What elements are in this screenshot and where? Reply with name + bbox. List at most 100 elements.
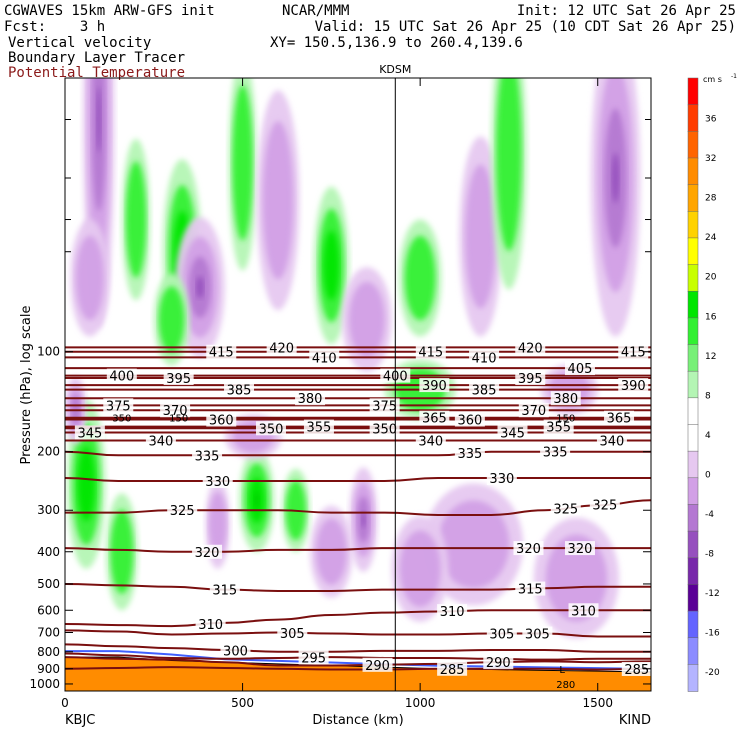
x-tick-label: 0 xyxy=(61,696,69,710)
isentrope-label-bg xyxy=(469,382,500,397)
vv-blob-0 xyxy=(96,86,102,153)
isentrope-label-bg xyxy=(163,371,194,386)
potential-temperature-isentropes xyxy=(65,346,651,671)
isentrope-label-bg xyxy=(192,544,223,559)
isentrope-label-415: 415 xyxy=(418,346,443,361)
isentrope-label-325: 325 xyxy=(592,499,617,514)
colorbar-label: 32 xyxy=(705,154,716,164)
y-tick-label: 500 xyxy=(37,577,60,591)
isentrope-label-345: 345 xyxy=(77,426,102,441)
isentrope-label-385: 385 xyxy=(472,384,497,399)
isentrope-label-bg xyxy=(415,433,446,448)
field-label-vertical-velocity: Vertical velocity xyxy=(8,35,152,51)
header-valid-time: Valid: 15 UTC Sat 26 Apr 25 (10 CDT Sat … xyxy=(314,19,736,35)
isentrope-label-360: 360 xyxy=(457,414,482,429)
isentrope-label-410: 410 xyxy=(312,351,337,366)
isentrope-label-bg xyxy=(74,425,105,440)
header-center: NCAR/MMM xyxy=(282,3,350,19)
isentrope-label-375: 375 xyxy=(106,399,131,414)
colorbar-label: 28 xyxy=(705,194,717,204)
colorbar-swatch xyxy=(687,530,699,559)
colorbar-label: 16 xyxy=(705,312,717,322)
isentrope-label-bg xyxy=(618,378,649,393)
colorbar-label: -4 xyxy=(705,510,714,520)
isentrope-label-bg xyxy=(540,444,571,459)
isentrope-label-295: 295 xyxy=(301,651,326,666)
plot-frame xyxy=(64,77,652,692)
isentrope-320 xyxy=(65,547,651,553)
isentrope-label-bg xyxy=(515,581,546,596)
isentrope-label-365: 365 xyxy=(422,412,447,427)
isentrope-label-330: 330 xyxy=(205,475,230,490)
isentrope-label-bg xyxy=(206,344,237,359)
colorbar-swatch xyxy=(687,610,699,639)
vv-blob-7 xyxy=(195,276,204,299)
colorbar-label: 4 xyxy=(705,431,711,441)
vv-blob-16 xyxy=(253,492,260,509)
isentrope-label-bg xyxy=(596,433,627,448)
vv-blob-15 xyxy=(110,509,134,594)
isentrope-label-355: 355 xyxy=(307,421,332,436)
isentrope-label-400: 400 xyxy=(109,370,134,385)
isentrope-label-315: 315 xyxy=(212,584,237,599)
x-tick-label: 1500 xyxy=(582,696,613,710)
isentrope-label-420: 420 xyxy=(269,341,294,356)
isentrope-label-bg xyxy=(303,419,334,434)
isentrope-label-bg xyxy=(589,497,620,512)
isentrope-label-bg xyxy=(604,410,635,425)
vv-blob-12 xyxy=(404,235,436,321)
isentrope-label-320: 320 xyxy=(516,542,541,557)
isentrope-label-305: 305 xyxy=(280,627,305,642)
isentrope-label-bg xyxy=(309,350,340,365)
isentrope-label-315: 315 xyxy=(518,583,543,598)
y-tick-label: 700 xyxy=(37,625,60,639)
colorbar-swatch xyxy=(687,131,699,159)
isentrope-295 xyxy=(65,652,651,661)
isentrope-label-bg xyxy=(195,616,226,631)
isentrope-label-370: 370 xyxy=(521,404,546,419)
colorbar-swatch xyxy=(687,317,699,346)
colorbar-swatch xyxy=(687,450,699,479)
vv-blob-6 xyxy=(262,121,294,280)
colorbar-swatch xyxy=(687,477,699,506)
colorbar-label: -8 xyxy=(705,550,714,560)
isentrope-label-395: 395 xyxy=(518,372,543,387)
vv-blob-4 xyxy=(232,85,253,241)
isentrope-label-390: 390 xyxy=(621,379,646,394)
x-tick-label: 500 xyxy=(231,696,254,710)
colorbar-swatch xyxy=(687,584,699,612)
field-label-boundary-layer-tracer: Boundary Layer Tracer xyxy=(8,50,186,66)
isentrope-label-340: 340 xyxy=(148,434,173,449)
isentrope-label-bg xyxy=(415,344,446,359)
isentrope-label-bg xyxy=(564,361,595,376)
isentrope-label-355: 355 xyxy=(546,421,571,436)
colorbar-label: 0 xyxy=(705,470,711,480)
isentrope-label-bg xyxy=(209,582,240,597)
isentrope-extra-label: 350 xyxy=(112,414,131,425)
y-tick-label: 900 xyxy=(37,662,60,676)
isentrope-label-bg xyxy=(192,448,223,463)
colorbar-label: 36 xyxy=(705,115,717,125)
isentrope-label-bg xyxy=(454,446,485,461)
isentrope-label-bg xyxy=(469,350,500,365)
isentrope-315 xyxy=(65,582,651,592)
colorbar-swatch xyxy=(687,424,699,452)
isentrope-label-335: 335 xyxy=(543,446,568,461)
isentrope-label-bg xyxy=(618,344,649,359)
colorbar-label: -12 xyxy=(705,589,720,599)
station-right-label: KIND xyxy=(619,713,651,728)
isentrope-label-bg xyxy=(483,655,514,670)
isentrope-label-305: 305 xyxy=(525,628,550,643)
vertical-velocity-field xyxy=(65,78,641,639)
vv-blob-9 xyxy=(465,164,496,309)
colorbar-swatch xyxy=(687,664,699,692)
isentrope-label-395: 395 xyxy=(166,372,191,387)
isentrope-label-335: 335 xyxy=(457,447,482,462)
isentrope-label-330: 330 xyxy=(489,472,514,487)
colorbar-swatch xyxy=(687,237,699,266)
isentrope-label-bg xyxy=(486,471,517,486)
isentrope-label-bg xyxy=(295,391,326,406)
isentrope-label-310: 310 xyxy=(571,604,596,619)
vv-blob-17 xyxy=(208,491,227,557)
vv-blob-21 xyxy=(437,500,510,589)
